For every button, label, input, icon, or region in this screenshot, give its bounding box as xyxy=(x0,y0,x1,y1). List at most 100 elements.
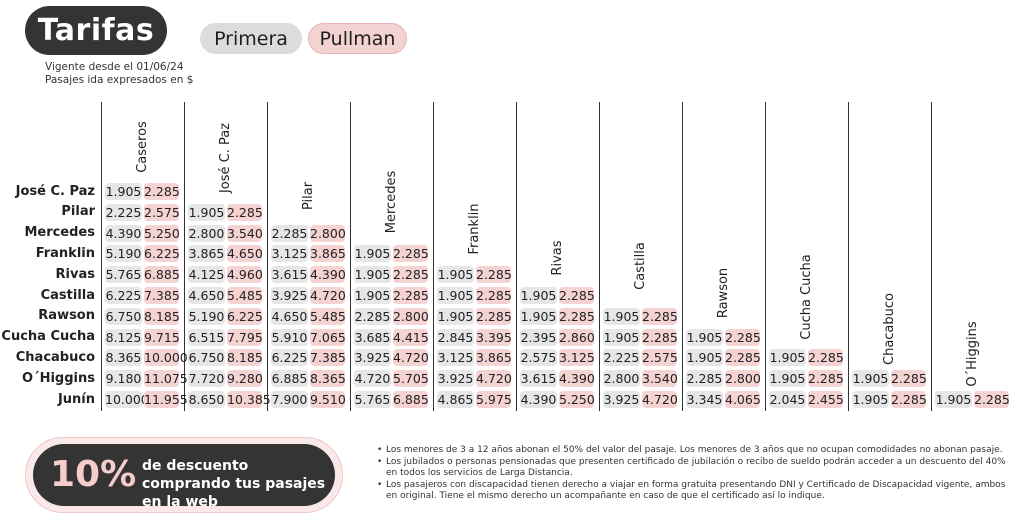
column-divider xyxy=(599,102,600,411)
column-header: Rivas xyxy=(549,240,565,276)
fare-pullman: 7.385 xyxy=(310,349,346,367)
fare-primera: 4.390 xyxy=(520,391,557,408)
fare-primera: 4.390 xyxy=(105,224,142,242)
fare-pullman: 2.285 xyxy=(808,349,844,367)
fare-primera: 5.765 xyxy=(354,391,391,408)
fare-pullman: 2.285 xyxy=(144,183,180,200)
fare-pullman: 2.285 xyxy=(393,266,429,284)
fare-primera: 1.905 xyxy=(852,370,889,388)
fare-pullman: 4.720 xyxy=(393,349,429,367)
fare-pullman: 8.185 xyxy=(227,349,263,367)
fare-pullman: 4.720 xyxy=(310,287,346,304)
column-divider xyxy=(682,102,683,411)
fare-primera: 7.720 xyxy=(188,370,225,388)
fare-primera: 3.925 xyxy=(271,287,308,304)
fare-pullman: 5.250 xyxy=(559,391,595,408)
fare-pullman: 2.455 xyxy=(808,391,844,408)
fare-pullman: 3.125 xyxy=(559,349,595,367)
fare-pullman: 2.575 xyxy=(144,203,180,221)
fare-primera: 4.650 xyxy=(271,307,308,325)
fare-primera: 2.285 xyxy=(271,224,308,242)
notes-list: Los menores de 3 a 12 años abonan el 50%… xyxy=(377,445,1007,503)
fare-pullman: 7.795 xyxy=(227,328,263,346)
fare-pullman: 7.385 xyxy=(144,287,180,304)
fare-primera: 2.045 xyxy=(769,391,806,408)
tab-primera[interactable]: Primera xyxy=(200,23,302,54)
column-divider xyxy=(931,102,932,411)
fare-primera: 3.925 xyxy=(437,370,474,388)
fare-primera: 3.345 xyxy=(686,391,723,408)
tab-pullman[interactable]: Pullman xyxy=(308,23,407,54)
note-item: Los menores de 3 a 12 años abonan el 50%… xyxy=(377,445,1007,457)
fare-primera: 4.865 xyxy=(437,391,474,408)
fare-primera: 3.125 xyxy=(437,349,474,367)
fare-primera: 3.925 xyxy=(354,349,391,367)
column-header: Mercedes xyxy=(383,170,399,234)
fare-pullman: 2.285 xyxy=(808,370,844,388)
fare-pullman: 2.285 xyxy=(227,203,263,221)
row-label: Rivas xyxy=(55,266,95,282)
promo-percent: 10% xyxy=(50,454,137,495)
fare-pullman: 6.225 xyxy=(144,245,180,263)
note-item: Los pasajeros con discapacidad tienen de… xyxy=(377,480,1007,503)
fare-pullman: 4.065 xyxy=(725,391,761,408)
fare-primera: 1.905 xyxy=(354,245,391,263)
fare-primera: 1.905 xyxy=(686,328,723,346)
fare-pullman: 11.075 xyxy=(144,370,188,388)
fare-primera: 8.125 xyxy=(105,328,142,346)
fare-primera: 6.515 xyxy=(188,328,225,346)
fare-pullman: 11.955 xyxy=(144,391,188,408)
fare-primera: 7.900 xyxy=(271,391,308,408)
fare-pullman: 4.415 xyxy=(393,328,429,346)
row-label: Pilar xyxy=(61,204,95,220)
column-divider xyxy=(350,102,351,411)
fare-pullman: 9.280 xyxy=(227,370,263,388)
fare-primera: 2.395 xyxy=(520,328,557,346)
fare-primera: 2.225 xyxy=(105,203,142,221)
row-label: José C. Paz xyxy=(15,183,95,199)
fare-primera: 5.190 xyxy=(188,307,225,325)
fare-primera: 4.125 xyxy=(188,266,225,284)
fare-primera: 5.765 xyxy=(105,266,142,284)
fare-primera: 2.800 xyxy=(603,370,640,388)
row-label: Junín xyxy=(57,391,95,407)
fare-primera: 2.285 xyxy=(354,307,391,325)
fare-pullman: 5.485 xyxy=(227,287,263,304)
fare-pullman: 4.720 xyxy=(642,391,678,408)
fare-pullman: 3.395 xyxy=(476,328,512,346)
fare-primera: 3.685 xyxy=(354,328,391,346)
fare-pullman: 2.285 xyxy=(725,328,761,346)
fare-pullman: 2.285 xyxy=(476,287,512,304)
fare-primera: 1.905 xyxy=(603,328,640,346)
fare-primera: 2.225 xyxy=(603,349,640,367)
row-label: Rawson xyxy=(38,308,95,324)
fare-pullman: 2.575 xyxy=(642,349,678,367)
fare-pullman: 3.540 xyxy=(642,370,678,388)
column-header: Castilla xyxy=(632,242,648,290)
row-label: Mercedes xyxy=(24,225,95,241)
fare-pullman: 2.285 xyxy=(642,307,678,325)
fare-primera: 1.905 xyxy=(437,266,474,284)
fare-pullman: 9.715 xyxy=(144,328,180,346)
fare-primera: 6.750 xyxy=(188,349,225,367)
fare-primera: 3.615 xyxy=(520,370,557,388)
fare-primera: 6.225 xyxy=(271,349,308,367)
fare-pullman: 2.860 xyxy=(559,328,595,346)
fare-pullman: 4.390 xyxy=(559,370,595,388)
fare-pullman: 6.885 xyxy=(144,266,180,284)
column-header: Pilar xyxy=(300,181,316,211)
fare-primera: 1.905 xyxy=(437,287,474,304)
column-divider xyxy=(516,102,517,411)
fare-pullman: 5.975 xyxy=(476,391,512,408)
fare-pullman: 2.800 xyxy=(310,224,346,242)
fare-pullman: 10.000 xyxy=(144,349,188,367)
currency-note-text: Pasajes ida expresados en $ xyxy=(45,74,194,86)
fare-pullman: 10.385 xyxy=(227,391,271,408)
fare-pullman: 2.285 xyxy=(559,287,595,304)
fare-primera: 1.905 xyxy=(188,203,225,221)
fare-pullman: 4.960 xyxy=(227,266,263,284)
column-header: O´Higgins xyxy=(964,321,980,387)
fare-pullman: 3.540 xyxy=(227,224,263,242)
fare-pullman: 6.225 xyxy=(227,307,263,325)
fare-primera: 4.650 xyxy=(188,287,225,304)
